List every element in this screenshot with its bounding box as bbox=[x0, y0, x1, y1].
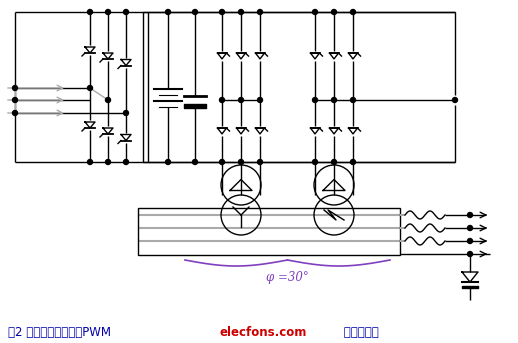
Circle shape bbox=[12, 110, 18, 116]
Circle shape bbox=[123, 110, 128, 116]
Circle shape bbox=[468, 251, 472, 257]
Circle shape bbox=[106, 97, 110, 103]
Circle shape bbox=[468, 225, 472, 230]
Circle shape bbox=[332, 10, 337, 14]
Circle shape bbox=[88, 10, 93, 14]
Circle shape bbox=[165, 159, 170, 165]
Circle shape bbox=[88, 85, 93, 91]
Circle shape bbox=[12, 97, 18, 103]
Text: elecfons.com: elecfons.com bbox=[220, 327, 307, 340]
Circle shape bbox=[12, 85, 18, 91]
Circle shape bbox=[220, 10, 224, 14]
Text: 电子发烧友: 电子发烧友 bbox=[340, 327, 379, 340]
Circle shape bbox=[165, 10, 170, 14]
Text: 图2 只用两个变压器的PWM: 图2 只用两个变压器的PWM bbox=[8, 327, 111, 340]
Circle shape bbox=[238, 97, 243, 103]
Circle shape bbox=[238, 10, 243, 14]
Circle shape bbox=[106, 159, 110, 165]
Circle shape bbox=[193, 159, 197, 165]
Circle shape bbox=[468, 213, 472, 217]
Circle shape bbox=[106, 10, 110, 14]
Circle shape bbox=[88, 159, 93, 165]
Circle shape bbox=[332, 159, 337, 165]
Circle shape bbox=[312, 97, 318, 103]
Text: φ =30°: φ =30° bbox=[266, 271, 309, 284]
Circle shape bbox=[220, 97, 224, 103]
Circle shape bbox=[468, 238, 472, 244]
Circle shape bbox=[238, 159, 243, 165]
Circle shape bbox=[193, 10, 197, 14]
Circle shape bbox=[453, 97, 457, 103]
Circle shape bbox=[220, 159, 224, 165]
Circle shape bbox=[257, 97, 263, 103]
Circle shape bbox=[332, 97, 337, 103]
Circle shape bbox=[312, 159, 318, 165]
Circle shape bbox=[351, 97, 355, 103]
Circle shape bbox=[257, 159, 263, 165]
Circle shape bbox=[257, 10, 263, 14]
Circle shape bbox=[351, 10, 355, 14]
Circle shape bbox=[312, 10, 318, 14]
Circle shape bbox=[351, 159, 355, 165]
Bar bbox=[138, 208, 400, 255]
Circle shape bbox=[123, 159, 128, 165]
Circle shape bbox=[123, 10, 128, 14]
